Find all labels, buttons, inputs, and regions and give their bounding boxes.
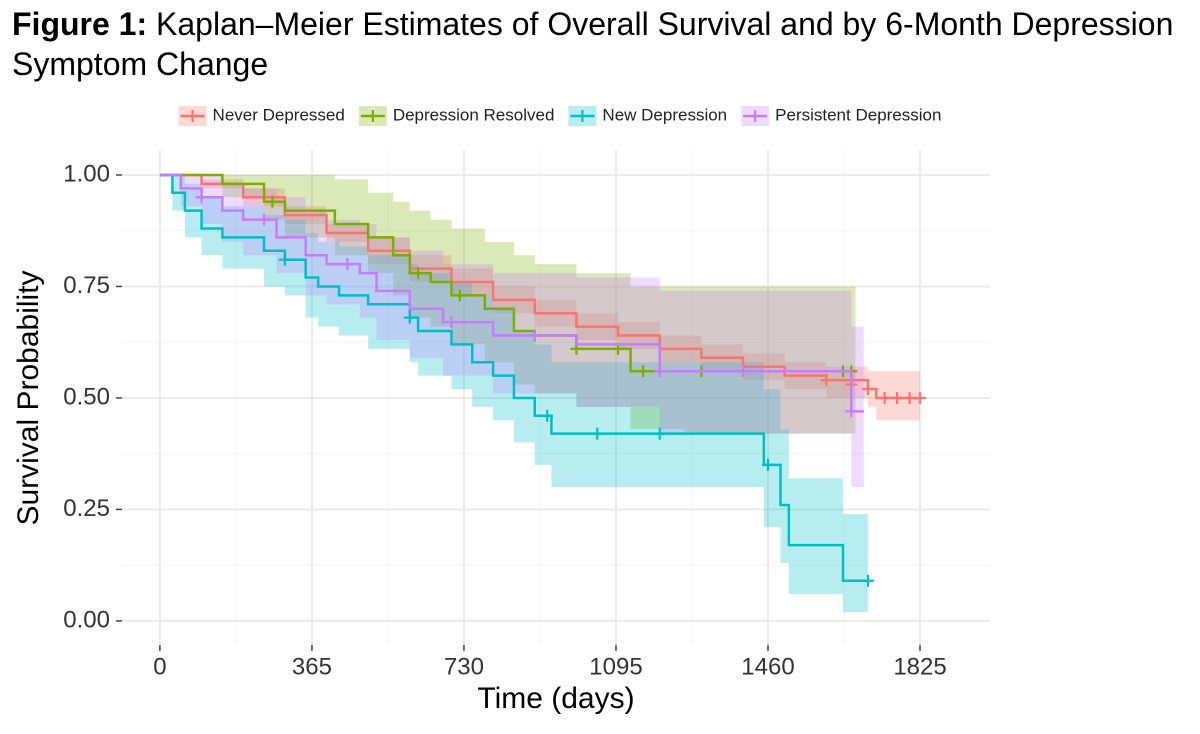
censor-mark [653, 427, 666, 440]
censor-mark [412, 267, 425, 280]
censor-mark [891, 391, 904, 404]
censor-mark [278, 253, 291, 266]
y-tick-label: 0.75 [63, 272, 110, 299]
censor-mark [878, 391, 891, 404]
legend-label: Depression Resolved [393, 105, 555, 124]
x-tick-label: 730 [444, 653, 484, 680]
legend-label: Persistent Depression [775, 105, 941, 124]
y-tick-label: 0.50 [63, 383, 110, 410]
censor-mark [903, 391, 916, 404]
censor-mark [737, 365, 750, 378]
survival-curve [159, 173, 864, 413]
title-prefix: Figure 1: [12, 6, 148, 42]
censor-mark [195, 191, 208, 204]
x-tick-label: 1460 [741, 653, 794, 680]
title-text: Kaplan–Meier Estimates of Overall Surviv… [12, 6, 1174, 82]
x-tick-label: 1095 [589, 653, 642, 680]
censor-mark [541, 409, 554, 422]
confidence-band [159, 174, 864, 488]
censor-mark [453, 289, 466, 302]
chart-title: Figure 1: Kaplan–Meier Estimates of Over… [12, 4, 1192, 84]
censor-mark [762, 458, 775, 471]
censor-mark [820, 374, 833, 387]
legend-item: New Depression [568, 105, 727, 126]
censor-mark [266, 195, 279, 208]
y-tick-label: 0.25 [63, 495, 110, 522]
y-tick-label: 0.00 [63, 606, 110, 633]
censor-mark [591, 427, 604, 440]
legend-item: Persistent Depression [741, 105, 941, 126]
censor-mark [861, 383, 874, 396]
censor-mark [861, 574, 874, 587]
censor-mark [637, 365, 650, 378]
x-tick-label: 0 [153, 653, 166, 680]
legend-label: New Depression [602, 105, 727, 124]
y-tick-label: 1.00 [63, 160, 110, 187]
censor-mark [653, 365, 666, 378]
confidence-band [159, 174, 856, 434]
legend-item: Depression Resolved [358, 105, 555, 126]
censor-mark [445, 316, 458, 329]
censor-mark [845, 405, 858, 418]
legend-item: Never Depressed [178, 105, 345, 126]
x-tick-label: 365 [292, 653, 332, 680]
legend-label: Never Depressed [213, 105, 345, 124]
censor-mark [258, 213, 271, 226]
survival-curve [159, 173, 921, 400]
censor-mark [528, 329, 541, 342]
censor-mark [914, 391, 927, 404]
x-tick-label: 1825 [893, 653, 946, 680]
x-axis-label: Time (days) [477, 682, 634, 715]
censor-mark [403, 311, 416, 324]
censor-mark [341, 258, 354, 271]
y-axis-label: Survival Probability [12, 270, 45, 525]
